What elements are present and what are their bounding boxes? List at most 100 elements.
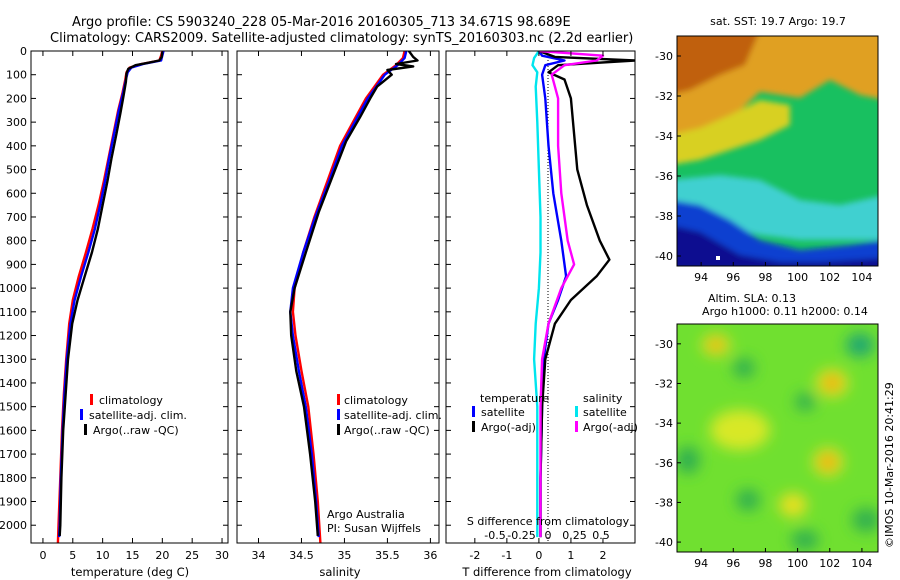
temperature-plot-frame xyxy=(30,50,229,544)
series-line-2-2 xyxy=(531,51,542,538)
map-x-tick-label: 98 xyxy=(758,271,772,284)
y-tick-label: 2000 xyxy=(0,519,27,532)
legend-swatch-argo xyxy=(337,424,340,435)
x-tick-label: 30 xyxy=(215,549,229,562)
title-line-1: Argo profile: CS 5903240_228 05-Mar-2016… xyxy=(72,15,571,30)
sst-field xyxy=(677,36,878,266)
x-tick-label: 35 xyxy=(337,549,351,562)
map-x-tick-label: 102 xyxy=(819,557,840,570)
map-x-tick-label: 100 xyxy=(787,557,808,570)
map-x-tick-label: 102 xyxy=(819,271,840,284)
difference-panel: -2 -1 0 1 2 T difference from climatology S … xyxy=(445,50,638,579)
sla-blob xyxy=(677,446,700,474)
depth-axis: 0 100 200 300 400 500 600 700 800 900 1000 1100 1200… xyxy=(0,45,228,532)
temperature-panel: 0100200300400500600700800900100011001200… xyxy=(0,45,229,579)
map-y-tick-label: -38 xyxy=(655,210,673,223)
x-tick-label: 5 xyxy=(69,549,76,562)
sst-yellow-band xyxy=(677,100,790,164)
sla-blob xyxy=(820,455,836,469)
map-x-tick-label: 96 xyxy=(726,557,740,570)
series-line-1-2 xyxy=(289,51,419,536)
sst-map-panel: sat. SST: 19.7 Argo: 19.7 94 96 98 100 102 10… xyxy=(655,15,879,284)
series-line-2-0 xyxy=(537,51,568,538)
sla-field xyxy=(677,324,878,552)
map-y-tick-label: -32 xyxy=(655,90,673,103)
y-tick-label: 300 xyxy=(6,116,27,129)
legend-label-climatology: climatology xyxy=(99,394,163,407)
legend-swatch-satellite-adj xyxy=(337,409,340,420)
x-tick-label: 35.5 xyxy=(375,549,400,562)
legend-label-climatology: climatology xyxy=(344,394,408,407)
legend-swatch-climatology xyxy=(337,394,340,405)
map-y-tick-label: -36 xyxy=(655,170,673,183)
credit-line-1: Argo Australia xyxy=(327,508,405,521)
legend-label-argo: Argo(..raw -QC) xyxy=(93,424,179,437)
y-tick-label: 700 xyxy=(6,211,27,224)
legend-label-s-argo: Argo(-adj) xyxy=(583,421,638,434)
y-tick-label: 400 xyxy=(6,140,27,153)
y-tick-label: 1000 xyxy=(0,282,27,295)
sla-base xyxy=(677,324,878,552)
x-tick-label: 0 xyxy=(535,549,542,562)
map-y-tick-label: -38 xyxy=(655,496,673,509)
y-tick-label: 1700 xyxy=(0,448,27,461)
y-tick-label: 800 xyxy=(6,235,27,248)
sst-hot-region xyxy=(677,36,758,94)
sla-map-axes: 94 96 98 100 102 104 -30 -32 -34 -36 -38 -40 xyxy=(655,338,872,570)
x-tick-label: 2 xyxy=(599,549,606,562)
sla-map-panel: Altim. SLA: 0.13 Argo h1000: 0.11 h2000:… xyxy=(655,292,879,570)
y-tick-label: 600 xyxy=(6,187,27,200)
argo-position-marker xyxy=(716,256,720,260)
legend-swatch-argo xyxy=(84,424,87,435)
salinity-x-label: salinity xyxy=(319,565,360,579)
y-tick-label: 1300 xyxy=(0,353,27,366)
legend-swatch-t-argo xyxy=(472,421,475,432)
imos-stamp: ©IMOS 10-Mar-2016 20:41:29 xyxy=(883,382,896,548)
y-tick-label: 1500 xyxy=(0,401,27,414)
series-line-1-0 xyxy=(291,51,406,543)
legend-label-satellite-adj: satellite-adj. clim. xyxy=(89,409,187,422)
s-difference-ticks: -0.5 -0.25 0 0.25 0.5 xyxy=(484,529,609,542)
map-x-tick-label: 94 xyxy=(694,271,708,284)
legend-swatch-t-satellite xyxy=(472,406,475,417)
salinity-legend: climatology satellite-adj. clim. Argo(..… xyxy=(337,394,442,437)
salinity-plot-frame xyxy=(236,50,440,544)
y-tick-label: 0 xyxy=(20,45,27,58)
s-tick-label: -0.5 xyxy=(484,529,505,542)
salinity-series xyxy=(289,51,419,543)
legend-swatch-s-satellite xyxy=(575,406,578,417)
salinity-x-axis: 34 34.5 35 35.5 36 xyxy=(251,51,437,562)
series-line-2-1 xyxy=(538,51,635,538)
map-y-tick-label: -34 xyxy=(655,417,673,430)
t-difference-x-axis: -2 -1 0 1 2 xyxy=(469,51,606,562)
series-line-0-2 xyxy=(58,52,164,536)
y-tick-label: 1800 xyxy=(0,472,27,485)
sst-map-axes: 94 96 98 100 102 104 -30 -32 -34 -36 -38 -40 xyxy=(655,50,872,284)
map-x-tick-label: 100 xyxy=(787,271,808,284)
s-tick-label: 0.25 xyxy=(562,529,587,542)
map-y-tick-label: -40 xyxy=(655,250,673,263)
series-line-0-0 xyxy=(56,51,164,543)
temperature-x-label: temperature (deg C) xyxy=(71,565,189,579)
s-tick-label: 0.5 xyxy=(592,529,610,542)
s-tick-label: -0.25 xyxy=(507,529,535,542)
x-tick-label: 34.5 xyxy=(289,549,314,562)
map-y-tick-label: -32 xyxy=(655,377,673,390)
credit-line-2: PI: Susan Wijffels xyxy=(327,522,421,535)
series-line-2-3 xyxy=(538,51,605,538)
sla-blob xyxy=(709,340,723,350)
legend-swatch-climatology xyxy=(90,394,93,405)
y-tick-label: 500 xyxy=(6,164,27,177)
sla-blob xyxy=(852,508,878,532)
map-y-tick-label: -30 xyxy=(655,338,673,351)
legend-label-t-argo: Argo(-adj) xyxy=(481,421,536,434)
s-tick-label: 0 xyxy=(545,529,552,542)
y-tick-label: 1100 xyxy=(0,306,27,319)
sst-map-frame xyxy=(676,35,879,267)
difference-series xyxy=(531,51,635,538)
map-x-tick-label: 104 xyxy=(851,557,872,570)
sla-blob xyxy=(736,489,760,511)
difference-legend: temperature salinity satellite Argo(-adj… xyxy=(472,392,638,434)
map-y-tick-label: -30 xyxy=(655,50,673,63)
